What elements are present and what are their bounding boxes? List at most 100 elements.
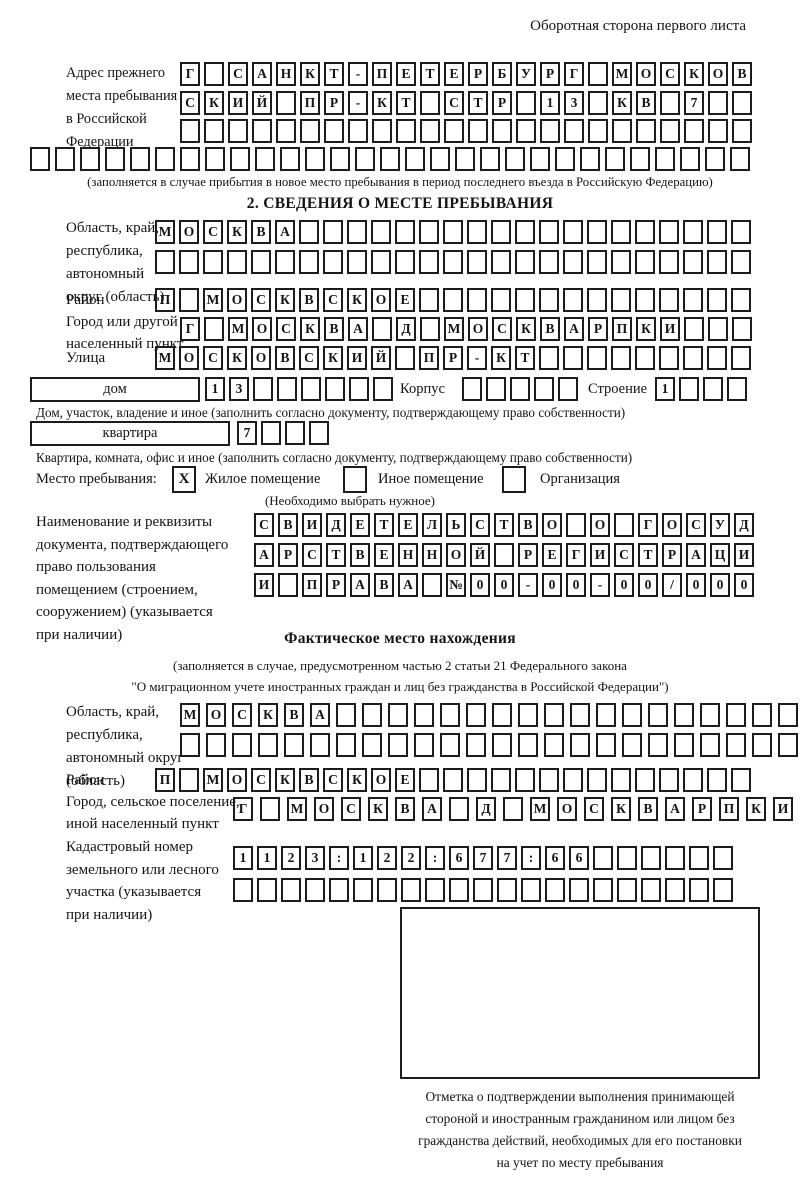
form-cell[interactable]: 0 [686,573,706,597]
form-cell[interactable]: А [254,543,274,567]
form-cell[interactable]: Й [470,543,490,567]
form-cell[interactable]: - [518,573,538,597]
form-cell[interactable] [731,346,751,370]
form-cell[interactable] [655,147,675,171]
form-cell[interactable] [674,733,694,757]
form-cell[interactable] [419,768,439,792]
form-cell[interactable] [310,733,330,757]
form-cell[interactable] [373,377,393,401]
form-cell[interactable] [353,878,373,902]
form-cell[interactable]: Н [422,543,442,567]
form-cell[interactable] [419,220,439,244]
form-cell[interactable]: И [590,543,610,567]
form-cell[interactable] [545,878,565,902]
form-cell[interactable] [204,317,224,341]
form-cell[interactable]: С [276,317,296,341]
form-cell[interactable] [660,119,680,143]
form-cell[interactable] [588,62,608,86]
form-cell[interactable]: Г [233,797,253,821]
form-cell[interactable]: - [348,91,368,115]
form-cell[interactable] [401,878,421,902]
form-cell[interactable]: М [180,703,200,727]
form-cell[interactable] [466,703,486,727]
form-cell[interactable]: К [491,346,511,370]
form-cell[interactable] [566,513,586,537]
form-cell[interactable]: С [254,513,274,537]
form-cell[interactable]: : [521,846,541,870]
form-cell[interactable] [707,288,727,312]
form-cell[interactable]: Й [371,346,391,370]
form-cell[interactable]: Д [326,513,346,537]
form-cell[interactable] [347,250,367,274]
form-cell[interactable]: О [227,288,247,312]
form-cell[interactable] [155,250,175,274]
form-cell[interactable]: О [468,317,488,341]
form-cell[interactable]: И [302,513,322,537]
form-cell[interactable] [180,147,200,171]
form-cell[interactable] [299,250,319,274]
form-cell[interactable]: Т [638,543,658,567]
form-cell[interactable]: К [636,317,656,341]
form-cell[interactable] [660,91,680,115]
form-cell[interactable]: А [422,797,442,821]
form-cell[interactable] [752,703,772,727]
form-cell[interactable]: А [398,573,418,597]
form-cell[interactable]: С [302,543,322,567]
kvartira-box[interactable]: квартира [30,421,230,446]
form-cell[interactable] [179,768,199,792]
form-cell[interactable]: К [516,317,536,341]
form-cell[interactable] [372,119,392,143]
form-cell[interactable] [155,147,175,171]
form-cell[interactable] [731,220,751,244]
form-cell[interactable] [491,250,511,274]
form-cell[interactable]: А [686,543,706,567]
form-cell[interactable]: С [299,346,319,370]
form-cell[interactable]: № [446,573,466,597]
form-cell[interactable]: М [530,797,550,821]
form-cell[interactable] [80,147,100,171]
form-cell[interactable]: 6 [449,846,469,870]
form-cell[interactable] [227,250,247,274]
form-cell[interactable]: Р [324,91,344,115]
form-cell[interactable]: 7 [237,421,257,445]
form-cell[interactable]: С [614,543,634,567]
form-cell[interactable]: Ь [446,513,466,537]
form-cell[interactable]: Т [515,346,535,370]
form-cell[interactable]: А [275,220,295,244]
form-cell[interactable]: Р [692,797,712,821]
form-cell[interactable]: Е [374,543,394,567]
form-cell[interactable] [277,377,297,401]
form-cell[interactable] [275,250,295,274]
form-cell[interactable] [492,119,512,143]
form-cell[interactable] [680,147,700,171]
form-cell[interactable] [284,733,304,757]
form-cell[interactable] [492,733,512,757]
form-cell[interactable] [395,346,415,370]
form-cell[interactable] [588,119,608,143]
form-cell[interactable] [510,377,530,401]
form-cell[interactable]: В [251,220,271,244]
form-cell[interactable] [420,317,440,341]
form-cell[interactable]: 1 [205,377,225,401]
form-cell[interactable]: С [584,797,604,821]
form-cell[interactable]: В [518,513,538,537]
form-cell[interactable]: Р [468,62,488,86]
form-cell[interactable]: Е [396,62,416,86]
form-cell[interactable]: С [251,288,271,312]
form-cell[interactable] [449,878,469,902]
form-cell[interactable]: М [155,346,175,370]
form-cell[interactable] [325,377,345,401]
form-cell[interactable] [732,317,752,341]
form-cell[interactable] [684,119,704,143]
checkbox-organizatsiya[interactable] [502,466,526,493]
form-cell[interactable] [596,703,616,727]
form-cell[interactable] [635,220,655,244]
form-cell[interactable]: 7 [497,846,517,870]
form-cell[interactable]: С [203,346,223,370]
form-cell[interactable]: 3 [564,91,584,115]
form-cell[interactable]: Т [396,91,416,115]
form-cell[interactable] [355,147,375,171]
form-cell[interactable]: И [660,317,680,341]
form-cell[interactable]: Р [662,543,682,567]
form-cell[interactable] [683,250,703,274]
